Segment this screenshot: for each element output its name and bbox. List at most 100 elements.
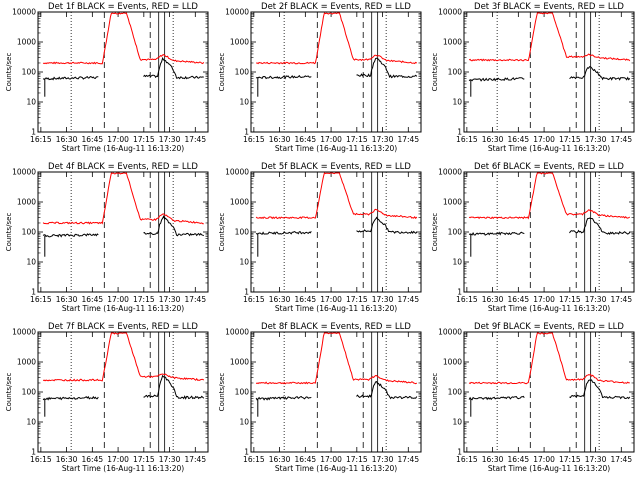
y-tick-label: 1 <box>31 128 36 137</box>
y-tick-label: 10 <box>239 258 249 267</box>
x-tick-label: 17:15 <box>133 455 155 464</box>
x-axis-label: Start Time (16-Aug-11 16:13:20) <box>62 304 184 313</box>
lld-series-line <box>42 12 205 65</box>
x-tick-label: 16:15 <box>243 135 265 144</box>
y-tick-label: 100 <box>448 228 463 237</box>
x-tick-label: 17:00 <box>533 135 555 144</box>
y-tick-label: 1 <box>457 128 462 137</box>
x-tick-label: 16:45 <box>82 135 104 144</box>
y-tick-label: 10000 <box>12 8 36 17</box>
x-tick-label: 17:15 <box>559 455 581 464</box>
panel-9: Det 9f BLACK = Events, RED = LLD 1 10 100 10… <box>431 322 635 473</box>
y-tick-label: 10000 <box>225 328 249 337</box>
panel-4: Det 4f BLACK = Events, RED = LLD 1 10 100 10… <box>5 162 209 313</box>
x-tick-label: 17:45 <box>184 135 206 144</box>
plot-frame <box>250 11 422 133</box>
y-tick-label: 1 <box>31 288 36 297</box>
x-tick-label: 16:45 <box>82 295 104 304</box>
x-tick-label: 16:15 <box>30 135 52 144</box>
x-tick-label: 17:45 <box>610 135 632 144</box>
y-axis-label: Counts/sec <box>5 53 13 92</box>
x-tick-label: 17:45 <box>184 455 206 464</box>
x-tick-label: 16:15 <box>456 455 478 464</box>
x-tick-label: 17:15 <box>133 135 155 144</box>
x-tick-label: 16:15 <box>456 135 478 144</box>
x-axis-label: Start Time (16-Aug-11 16:13:20) <box>275 304 397 313</box>
y-tick-label: 10 <box>452 98 462 107</box>
x-tick-label: 17:30 <box>585 295 607 304</box>
y-tick-label: 1000 <box>443 198 462 207</box>
y-tick-label: 10000 <box>225 8 249 17</box>
y-tick-label: 1 <box>457 448 462 457</box>
lld-series-line <box>255 12 418 65</box>
panel-title: Det 7f BLACK = Events, RED = LLD <box>48 322 198 332</box>
x-tick-label: 17:00 <box>533 295 555 304</box>
y-tick-label: 1000 <box>443 38 462 47</box>
x-tick-label: 17:45 <box>397 135 419 144</box>
y-tick-label: 10000 <box>438 8 462 17</box>
x-tick-label: 17:30 <box>159 295 181 304</box>
x-tick-label: 16:45 <box>295 135 317 144</box>
x-tick-label: 17:00 <box>320 295 342 304</box>
panel-title: Det 9f BLACK = Events, RED = LLD <box>474 322 624 332</box>
x-axis-label: Start Time (16-Aug-11 16:13:20) <box>275 144 397 153</box>
y-tick-label: 10 <box>26 98 36 107</box>
y-tick-label: 1000 <box>17 38 36 47</box>
y-axis-label: Counts/sec <box>5 213 13 252</box>
y-tick-label: 10000 <box>225 168 249 177</box>
y-tick-label: 100 <box>22 228 37 237</box>
y-tick-label: 10 <box>26 418 36 427</box>
plot-frame <box>463 331 635 453</box>
events-series-line <box>42 374 205 401</box>
x-axis-label: Start Time (16-Aug-11 16:13:20) <box>62 464 184 473</box>
y-axis-label: Counts/sec <box>431 53 439 92</box>
panel-3: Det 3f BLACK = Events, RED = LLD 1 10 100 10… <box>431 2 635 153</box>
x-tick-label: 16:15 <box>243 295 265 304</box>
x-tick-label: 17:30 <box>159 135 181 144</box>
x-tick-label: 17:00 <box>533 455 555 464</box>
y-tick-label: 100 <box>22 388 37 397</box>
x-tick-label: 17:15 <box>133 295 155 304</box>
x-tick-label: 17:15 <box>346 455 368 464</box>
plot-frame <box>463 11 635 133</box>
x-tick-label: 17:30 <box>372 295 394 304</box>
x-tick-label: 17:15 <box>346 135 368 144</box>
y-axis-label: Counts/sec <box>218 213 226 252</box>
x-tick-label: 17:30 <box>159 455 181 464</box>
x-tick-label: 16:15 <box>243 455 265 464</box>
x-tick-label: 16:45 <box>508 295 530 304</box>
x-tick-label: 16:30 <box>269 135 291 144</box>
y-tick-label: 1000 <box>230 198 249 207</box>
y-tick-label: 100 <box>448 68 463 77</box>
y-tick-label: 10000 <box>12 328 36 337</box>
x-tick-label: 17:15 <box>559 295 581 304</box>
y-axis-label: Counts/sec <box>431 373 439 412</box>
y-tick-label: 10000 <box>12 168 36 177</box>
y-tick-label: 1000 <box>17 198 36 207</box>
x-axis-label: Start Time (16-Aug-11 16:13:20) <box>488 304 610 313</box>
x-tick-label: 17:00 <box>320 135 342 144</box>
y-tick-label: 100 <box>235 388 250 397</box>
y-tick-label: 100 <box>235 228 250 237</box>
events-series-line <box>42 56 204 81</box>
x-tick-label: 17:45 <box>184 295 206 304</box>
x-tick-label: 16:45 <box>295 295 317 304</box>
y-tick-label: 1 <box>31 448 36 457</box>
y-tick-label: 1000 <box>443 358 462 367</box>
lld-series-line <box>468 12 631 62</box>
y-tick-label: 10 <box>239 418 249 427</box>
panel-title: Det 3f BLACK = Events, RED = LLD <box>474 2 624 12</box>
x-tick-label: 16:30 <box>56 455 78 464</box>
x-tick-label: 16:30 <box>56 295 78 304</box>
x-tick-label: 16:30 <box>482 455 504 464</box>
x-tick-label: 17:30 <box>585 135 607 144</box>
panel-title: Det 1f BLACK = Events, RED = LLD <box>48 2 198 12</box>
plot-frame <box>250 331 422 453</box>
y-tick-label: 1 <box>244 448 249 457</box>
y-axis-label: Counts/sec <box>5 373 13 412</box>
x-tick-label: 16:45 <box>508 455 530 464</box>
x-axis-label: Start Time (16-Aug-11 16:13:20) <box>488 464 610 473</box>
events-series-line <box>468 217 631 236</box>
lld-series-line <box>255 172 418 220</box>
